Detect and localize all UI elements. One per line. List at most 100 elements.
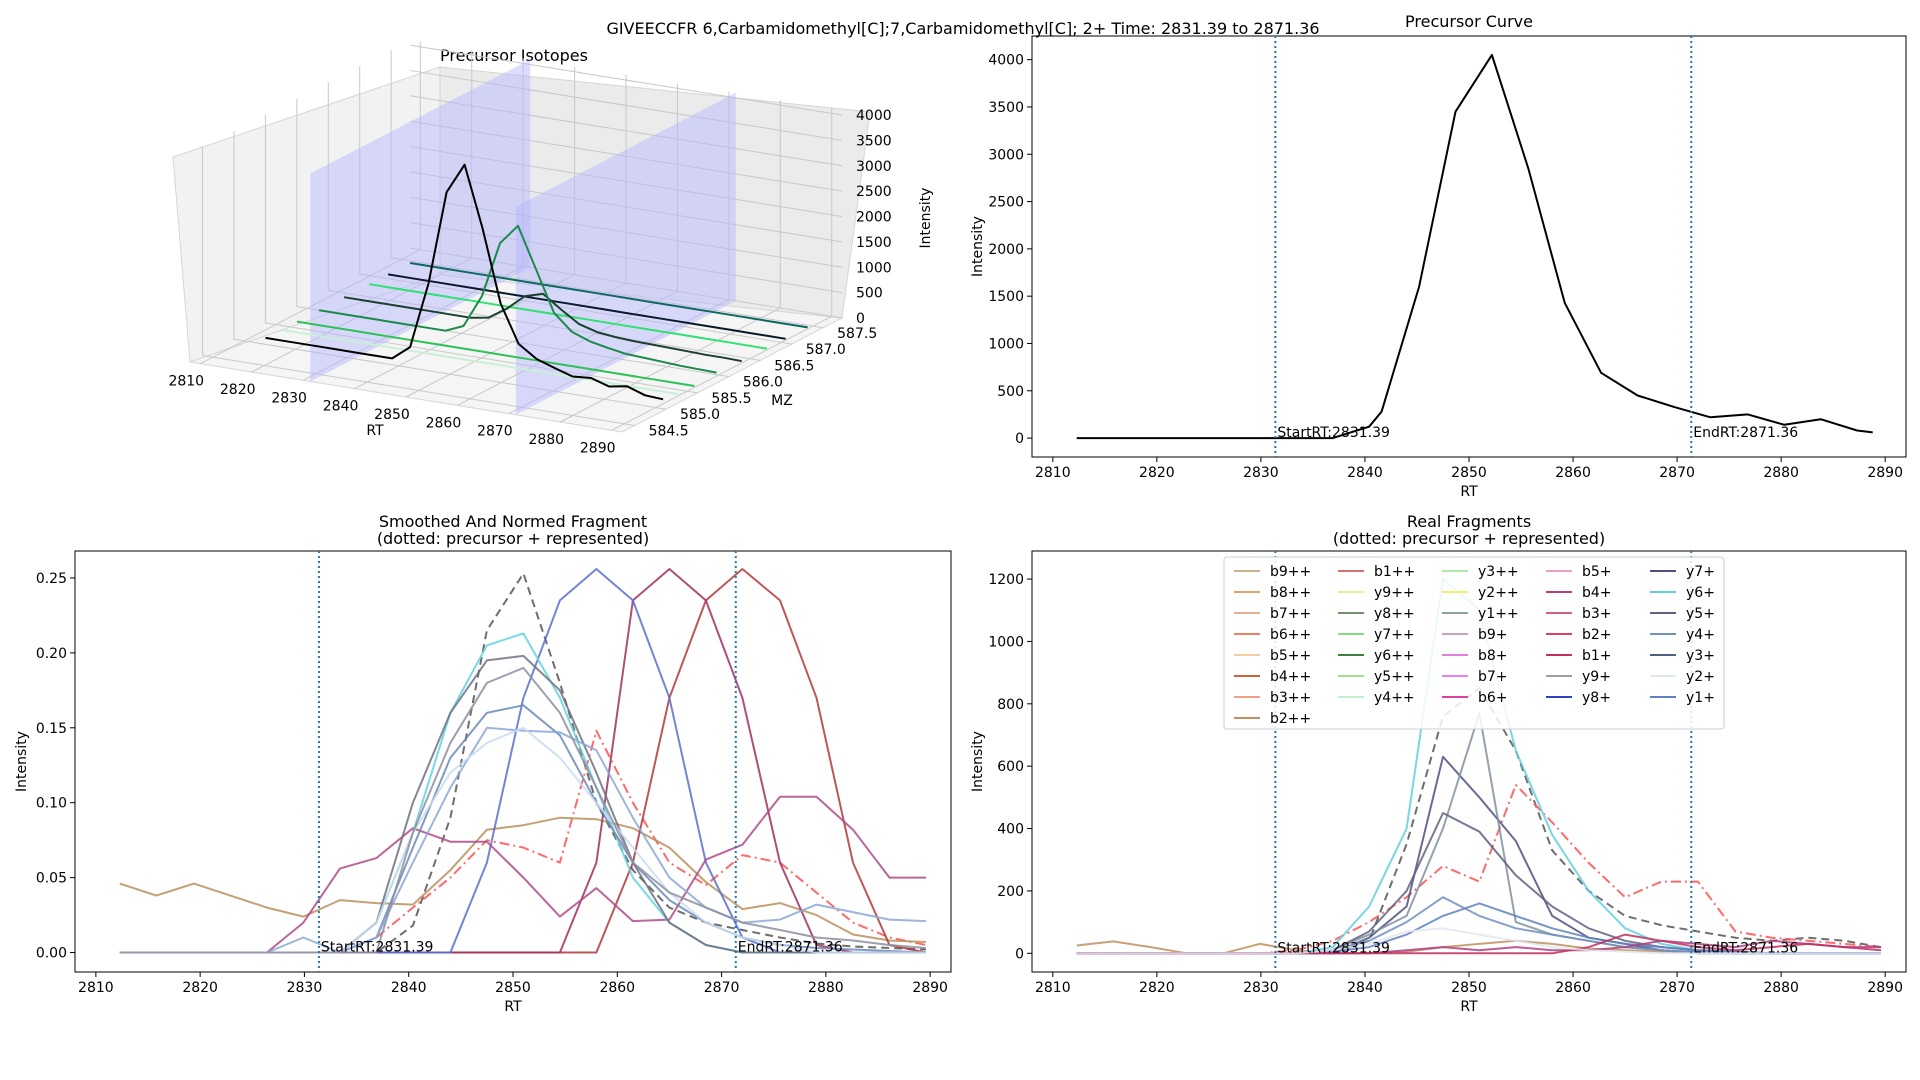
panel-2-title: Smoothed And Normed Fragment bbox=[379, 512, 647, 531]
3d-isotope-trace bbox=[409, 262, 808, 329]
panel-3-y-tick-label: 0 bbox=[1015, 946, 1024, 962]
3d-z-gridline bbox=[409, 44, 843, 116]
3d-z-tick-label: 500 bbox=[856, 286, 883, 302]
3d-z-gridline bbox=[409, 196, 843, 268]
3d-isotope-trace bbox=[265, 163, 664, 401]
3d-z-tick-label: 4000 bbox=[856, 108, 892, 124]
panel-1-y-tick-label: 1500 bbox=[988, 289, 1024, 305]
panel-2-series-line bbox=[119, 568, 926, 954]
panel-3-legend-label: y8++ bbox=[1374, 606, 1415, 622]
figure-suptitle: GIVEECCFR 6,Carbamidomethyl[C];7,Carbami… bbox=[606, 19, 1319, 38]
panel-1-y-label: Intensity bbox=[970, 216, 986, 277]
3d-z-gridline bbox=[409, 171, 843, 243]
panel-3-y-tick-label: 800 bbox=[997, 697, 1024, 713]
3d-mz-tick-label: 585.5 bbox=[711, 391, 751, 407]
3d-z-gridline bbox=[409, 120, 843, 192]
3d-z-tick-label: 1000 bbox=[856, 260, 892, 276]
panel-3-legend-label: b9++ bbox=[1270, 564, 1311, 580]
panel-3-legend-label: b6++ bbox=[1270, 627, 1311, 643]
panel-1-y-tick-label: 4000 bbox=[988, 53, 1024, 69]
panel-3-legend-label: b4++ bbox=[1270, 669, 1311, 685]
panel-1-rt-boundary-label: EndRT:2871.36 bbox=[1693, 425, 1798, 441]
panel-1-y-tick-label: 500 bbox=[997, 384, 1024, 400]
panel-3-legend-label: y4++ bbox=[1374, 690, 1415, 706]
panel-2-rt-boundary-label: EndRT:2871.36 bbox=[738, 940, 843, 956]
panel-2-y-tick-label: 0.25 bbox=[36, 571, 67, 587]
panel-2-series-line bbox=[119, 572, 927, 954]
panel-3-legend-label: y2+ bbox=[1686, 669, 1715, 685]
panel-2-x-tick-label: 2860 bbox=[599, 980, 635, 996]
panel-1-x-tick-label: 2890 bbox=[1867, 465, 1903, 481]
panel-2-x-tick-label: 2870 bbox=[704, 980, 740, 996]
panel-2-x-tick-label: 2890 bbox=[912, 980, 948, 996]
3d-z-tick-label: 2500 bbox=[856, 184, 892, 200]
3d-mz-tick-label: 587.5 bbox=[837, 326, 877, 342]
panel-2-axes-frame bbox=[74, 550, 952, 973]
panel-3-x-tick-label: 2880 bbox=[1763, 980, 1799, 996]
panel-1-x-tick-label: 2830 bbox=[1243, 465, 1279, 481]
panel-3-legend-label: y2++ bbox=[1478, 585, 1519, 601]
3d-z-tick-label: 0 bbox=[856, 311, 865, 327]
3d-rt-tick-label: 2880 bbox=[528, 432, 564, 448]
panel-3-series-line bbox=[1076, 712, 1881, 955]
panel-2-x-tick-label: 2840 bbox=[391, 980, 427, 996]
panel-3-legend-label: y3++ bbox=[1478, 564, 1519, 580]
panel-1-y-tick-label: 2000 bbox=[988, 242, 1024, 258]
smoothed-normed-fragment-chart: Smoothed And Normed Fragment(dotted: pre… bbox=[14, 512, 952, 1015]
panel-3-legend-label: y6+ bbox=[1686, 585, 1715, 601]
3d-mz-tick-label: 587.0 bbox=[806, 342, 846, 358]
3d-mz-gridline bbox=[390, 49, 824, 329]
panel-3-series-line bbox=[1076, 812, 1881, 955]
3d-z-tick-label: 1500 bbox=[856, 235, 892, 251]
panel-3-legend-label: b3+ bbox=[1582, 606, 1612, 622]
panel-2-series-line bbox=[119, 795, 926, 954]
panel-3-legend-label: b2+ bbox=[1582, 627, 1612, 643]
panel-3-legend-label: b1+ bbox=[1582, 648, 1612, 664]
panel-1-x-tick-label: 2850 bbox=[1451, 465, 1487, 481]
3d-rt-tick-label: 2850 bbox=[374, 407, 410, 423]
panel-3-rt-boundary-label: EndRT:2871.36 bbox=[1693, 940, 1798, 956]
3d-mz-tick-label: 585.0 bbox=[680, 407, 720, 423]
panel-3-series-line bbox=[1076, 783, 1882, 955]
3d-z-gridline bbox=[409, 95, 843, 167]
panel-1-rt-boundary-label: StartRT:2831.39 bbox=[1277, 425, 1390, 441]
panel-2-y-tick-label: 0.20 bbox=[36, 646, 67, 662]
panel-2-subtitle: (dotted: precursor + represented) bbox=[377, 529, 649, 548]
panel-3-y-tick-label: 1000 bbox=[988, 634, 1024, 650]
panel-3-x-tick-label: 2830 bbox=[1243, 980, 1279, 996]
panel-1-title: Precursor Curve bbox=[1405, 12, 1533, 31]
precursor-isotopes-3d-chart: Precursor Isotopes 281028202830284028502… bbox=[168, 41, 934, 456]
panel-3-x-tick-label: 2810 bbox=[1035, 980, 1071, 996]
panel-3-legend-label: b8++ bbox=[1270, 585, 1311, 601]
panel-3-y-tick-label: 200 bbox=[997, 884, 1024, 900]
3d-mz-gridline bbox=[202, 147, 635, 426]
panel-1-y-tick-label: 3500 bbox=[988, 100, 1024, 116]
panel-2-x-label: RT bbox=[504, 999, 522, 1015]
precursor-isotopes-title: Precursor Isotopes bbox=[440, 46, 588, 65]
panel-3-legend-label: y9++ bbox=[1374, 585, 1415, 601]
real-fragments-chart: Real Fragments(dotted: precursor + repre… bbox=[970, 512, 1907, 1015]
panel-2-series-line bbox=[119, 816, 927, 943]
3d-z-gridline bbox=[409, 146, 843, 218]
panel-2-x-tick-label: 2850 bbox=[495, 980, 531, 996]
panel-3-series-line bbox=[1076, 927, 1881, 955]
panel-3-legend-label: b1++ bbox=[1374, 564, 1415, 580]
3d-rt-tick-label: 2890 bbox=[580, 440, 616, 456]
panel-2-plot-area bbox=[119, 568, 927, 954]
panel-1-x-tick-label: 2880 bbox=[1763, 465, 1799, 481]
panel-1-x-tick-label: 2870 bbox=[1659, 465, 1695, 481]
panel-3-legend-frame bbox=[1223, 556, 1725, 730]
panel-2-x-tick-label: 2830 bbox=[287, 980, 323, 996]
panel-3-legend-label: y9+ bbox=[1582, 669, 1611, 685]
precursor-isotopes-y-label: MZ bbox=[771, 393, 793, 409]
panel-3-legend-label: y5+ bbox=[1686, 606, 1715, 622]
panel-3-y-tick-label: 600 bbox=[997, 759, 1024, 775]
3d-rt-tick-label: 2830 bbox=[271, 390, 307, 406]
panel-2-x-tick-label: 2810 bbox=[78, 980, 114, 996]
3d-mz-gridline bbox=[233, 131, 667, 410]
3d-isotope-trace bbox=[281, 328, 679, 396]
panel-3-legend-label: b5++ bbox=[1270, 648, 1311, 664]
precursor-curve-chart: Precursor Curve 2810 2820 2830 2840 2850 2860 2… bbox=[970, 12, 1907, 500]
panel-3-x-tick-label: 2870 bbox=[1659, 980, 1695, 996]
panel-1-x-label: RT bbox=[1460, 484, 1478, 500]
